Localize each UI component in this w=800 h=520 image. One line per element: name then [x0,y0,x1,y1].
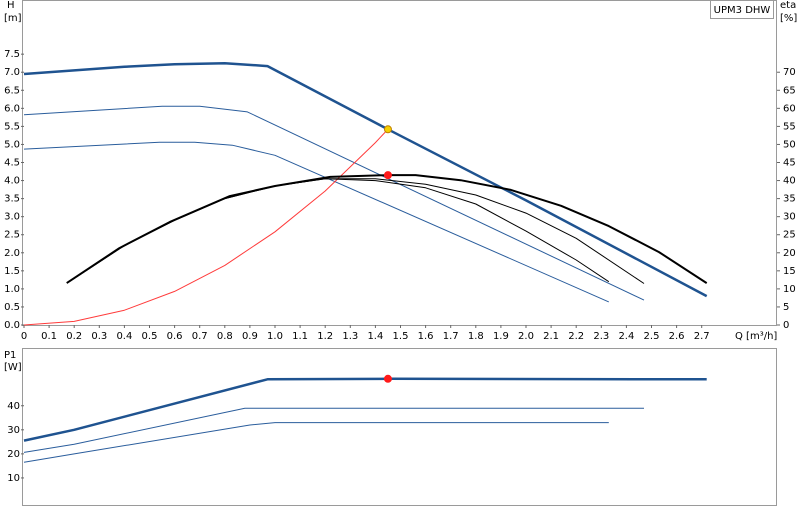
x-tick-label: 2.4 [618,331,634,342]
x-tick-label: 2.5 [644,331,660,342]
x-tick-label: 0.4 [116,331,132,342]
x-tick-label: 0 [21,331,27,342]
y2-tick-label: 45 [783,158,796,169]
legend-label: UPM3 DHW [714,5,771,16]
x-tick-label: 2.0 [518,331,534,342]
x-tick-label: 0.6 [167,331,183,342]
x-tick-label: 1.0 [267,331,283,342]
x-tick-label: 2.7 [694,331,710,342]
x-tick-label: 0.8 [217,331,233,342]
top-frame [22,0,777,326]
x-tick-label: 0.1 [41,331,57,342]
y-axis-label: P1 [4,350,16,361]
y-tick-label: 7.0 [4,67,20,78]
y2-tick-label: 55 [783,121,796,132]
x-tick-label: 2.1 [543,331,559,342]
y-axis-unit: [W] [4,362,22,373]
x-tick-label: 1.1 [292,331,308,342]
y-tick-label: 4.0 [4,176,20,187]
y2-tick-label: 30 [783,212,796,223]
y2-axis-unit: [%] [780,13,797,24]
y-tick-label: 0.0 [4,320,20,331]
bottom-frame [22,348,777,506]
x-tick-label: 1.7 [443,331,459,342]
curve [23,128,389,326]
y-tick-label: 2.5 [4,230,20,241]
x-tick-label: 2.3 [593,331,609,342]
curve [23,377,707,442]
x-tick-label: 1.3 [342,331,358,342]
y2-tick-label: 70 [783,67,796,78]
x-tick-label: 1.5 [393,331,409,342]
curve [23,422,609,463]
y-tick-label: 6.0 [4,103,20,114]
y2-tick-label: 50 [783,139,796,150]
y-tick-label: 1.0 [4,284,20,295]
curve [23,141,610,303]
efficiency-curve [68,178,610,283]
y2-tick-label: 15 [783,266,796,277]
x-tick-label: 0.3 [91,331,107,342]
y-tick-label: 30 [7,425,20,436]
y2-tick-label: 65 [783,85,796,96]
x-tick-label: 1.2 [317,331,333,342]
curve [23,407,644,453]
operating-point [383,374,392,383]
y-tick-label: 5.0 [4,139,20,150]
y-tick-label: 3.0 [4,212,20,223]
operating-point [383,125,392,134]
y2-tick-label: 25 [783,230,796,241]
y-tick-label: 0.5 [4,302,20,313]
y-axis-unit: [m] [4,13,22,24]
efficiency-curve [68,178,645,284]
y2-axis-label: eta [780,0,796,11]
y-tick-label: 4.5 [4,158,20,169]
x-tick-label: 0.7 [192,331,208,342]
y-tick-label: 6.5 [4,85,20,96]
y2-tick-label: 40 [783,176,796,187]
x-tick-label: 2.6 [669,331,685,342]
x-tick-label: 1.8 [468,331,484,342]
y-tick-label: 2.0 [4,248,20,259]
y-tick-label: 10 [7,473,20,484]
y-tick-label: 1.5 [4,266,20,277]
y-tick-label: 40 [7,401,20,412]
x-tick-label: 2.2 [568,331,584,342]
y2-tick-label: 5 [783,302,789,313]
x-tick-label: 1.9 [493,331,509,342]
curve [23,61,708,298]
y2-tick-label: 60 [783,103,796,114]
x-axis-label: Q [m³/h] [735,331,777,342]
y2-tick-label: 35 [783,194,796,205]
x-tick-label: 1.4 [367,331,383,342]
y-tick-label: 3.5 [4,194,20,205]
y-tick-label: 7.5 [4,49,20,60]
y2-tick-label: 0 [783,320,789,331]
x-tick-label: 0.2 [66,331,82,342]
y-tick-label: 20 [7,449,20,460]
efficiency-curve [66,174,708,284]
x-tick-label: 0.9 [242,331,258,342]
y2-tick-label: 20 [783,248,796,259]
y-axis-label: H [7,0,15,11]
x-tick-label: 1.6 [418,331,434,342]
y2-tick-label: 10 [783,284,796,295]
legend-box [710,0,774,19]
y-tick-label: 5.5 [4,121,20,132]
operating-point [383,171,392,180]
curve [23,105,645,301]
x-tick-label: 0.5 [142,331,158,342]
